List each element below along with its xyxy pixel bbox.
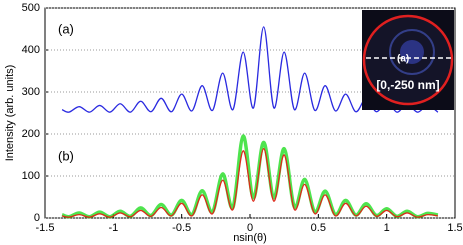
inset-label: (a): [397, 54, 409, 65]
y-tick-label: 500: [22, 2, 40, 14]
x-tick-label: 1.5: [447, 222, 462, 234]
x-tick-label: -1.5: [36, 222, 55, 234]
y-tick-label: 100: [22, 170, 40, 182]
y-axis-label: Intensity (arb. units): [4, 65, 16, 162]
x-tick-label: 1: [384, 222, 390, 234]
y-tick-label: 200: [22, 128, 40, 140]
y-tick-label: 0: [34, 212, 40, 224]
annotation: (a): [58, 21, 74, 36]
x-tick-label: -0.5: [172, 222, 191, 234]
x-axis-label: nsin(θ): [233, 232, 267, 244]
annotation: (b): [58, 148, 74, 163]
x-tick-label: 0.5: [311, 222, 326, 234]
inset-caption: [0,-250 nm]: [376, 78, 439, 92]
inset-image: [362, 10, 454, 110]
data-line: [61, 148, 439, 218]
y-tick-label: 300: [22, 86, 40, 98]
y-tick-label: 400: [22, 44, 40, 56]
x-tick-label: 0: [247, 222, 253, 234]
x-tick-label: -1: [108, 222, 118, 234]
data-line: [61, 134, 439, 219]
inset-fringe: [389, 29, 435, 75]
